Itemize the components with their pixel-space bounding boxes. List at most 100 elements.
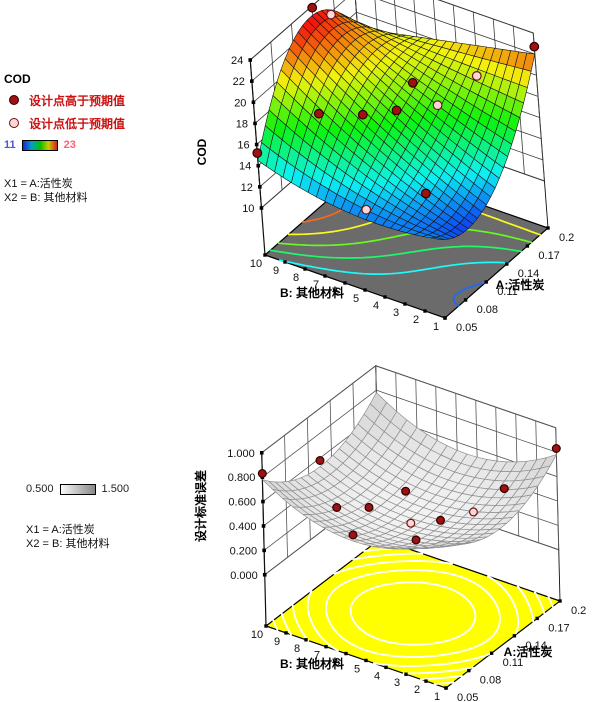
z-tick-label: 16: [237, 140, 249, 152]
b-tick-label: 5: [353, 293, 359, 305]
cod-legend: COD 设计点高于预期值 设计点低于预期值 11 23 X1 = A:活性炭 X…: [4, 72, 194, 205]
z-tick-label: 1.000: [227, 448, 255, 460]
b-tick-label: 8: [294, 643, 300, 655]
gray-gradient-bar-icon: [59, 483, 96, 495]
design-point-above: [391, 105, 402, 116]
b-tick-label: 9: [273, 265, 279, 277]
b-tick-label: 10: [250, 258, 262, 270]
b-tick-label: 9: [274, 636, 280, 648]
design-point-above: [357, 109, 368, 120]
grayscale-scale: 0.500 1.500: [26, 483, 216, 495]
stderr-surface-plot: 1.000 0.800 0.600 0.400 0.200 0.000 设计标准误差 10 9 8…: [193, 364, 586, 702]
color-scale: 11 23: [4, 139, 194, 151]
design-point-above: [421, 188, 431, 199]
a-tick-label: 0.17: [548, 622, 569, 634]
b-tick-label: 3: [394, 677, 400, 689]
cod-surface-plot: 24 22 20 18 16 14 12 10 COD 10 9 8 7 6 5 4 3 2 1 0.050.08 0.…: [195, 0, 574, 334]
design-point-above: [348, 530, 358, 540]
z-tick-label: 10: [242, 203, 254, 215]
b-tick-label: 7: [313, 279, 319, 291]
a-tick-label: 0.17: [538, 250, 559, 262]
a-tick-label: 0.08: [477, 304, 498, 316]
a-tick-label: 0.14: [525, 640, 546, 652]
legend-title: COD: [4, 72, 31, 86]
design-point-above: [332, 503, 342, 513]
b-axis-title: B: 其他材料: [280, 656, 344, 671]
b-tick-label: 1: [433, 321, 439, 333]
design-point-above: [314, 108, 324, 119]
design-point-below: [471, 70, 482, 81]
z-axis-title: COD: [195, 138, 209, 165]
z-tick-label: 0.400: [229, 521, 257, 533]
z-tick-label: 0.000: [230, 570, 258, 582]
design-point-below: [432, 100, 443, 111]
b-tick-label: 2: [414, 684, 420, 696]
a-tick-label: 0.08: [480, 675, 501, 687]
contour-line: [452, 281, 487, 307]
design-point-above: [436, 515, 446, 525]
b-tick-label: 7: [314, 650, 320, 662]
factor-definitions: X1 = A:活性炭 X2 = B: 其他材料: [4, 177, 194, 205]
stderr-legend: 0.500 1.500 X1 = A:活性炭 X2 = B: 其他材料: [26, 480, 216, 551]
rainbow-gradient-bar-icon: [21, 139, 58, 151]
b-tick-label: 5: [354, 663, 360, 675]
contour-line: [269, 245, 523, 259]
z-tick-label: 0.600: [228, 497, 256, 509]
legend-item-above: 设计点高于预期值: [4, 93, 194, 108]
design-point-above: [401, 486, 411, 496]
design-points: [252, 2, 540, 215]
a-tick-label: 0.2: [559, 232, 574, 244]
scale-max-value: 1.500: [101, 483, 130, 495]
factor-x2-label: X2 = B: 其他材料: [26, 538, 110, 550]
design-points: [257, 444, 561, 545]
z-tick-label: 22: [233, 76, 245, 88]
a-axis-title: A:活性炭: [496, 277, 545, 292]
b-axis-title: B: 其他材料: [280, 285, 344, 300]
factor-definitions: X1 = A:活性炭 X2 = B: 其他材料: [26, 523, 216, 551]
contour-line: [325, 569, 501, 658]
z-axis-title: 设计标准误差: [193, 470, 208, 542]
legend-below-label: 设计点低于预期值: [29, 116, 126, 131]
z-tick-label: 20: [234, 97, 246, 109]
b-tick-label: 4: [374, 670, 380, 682]
design-point-above: [529, 41, 540, 52]
b-tick-label: 6: [334, 657, 340, 669]
floor-axis-labels: 10 9 8 7 6 5 4 3 2 1 0.050.080.110.140.170.2 B: 其他材…: [251, 599, 586, 702]
a-tick-label: 0.05: [457, 692, 478, 702]
design-point-above: [407, 77, 418, 88]
scale-max-value: 23: [63, 139, 76, 151]
factor-x1-label: X1 = A:活性炭: [26, 524, 95, 536]
design-point-below-icon: [9, 118, 19, 128]
factor-x2-label: X2 = B: 其他材料: [4, 192, 88, 204]
z-tick-label: 12: [241, 182, 253, 194]
contour-line: [291, 552, 535, 675]
contour-line: [349, 581, 477, 646]
a-tick-label: 0.11: [497, 286, 518, 298]
z-tick-label: 18: [236, 118, 248, 130]
design-point-below: [468, 507, 478, 517]
design-point-above: [307, 2, 318, 13]
contour-line: [278, 259, 509, 275]
b-tick-label: 10: [251, 629, 263, 641]
b-tick-label: 1: [434, 691, 440, 702]
design-point-above: [499, 484, 509, 494]
design-point-above: [551, 444, 561, 454]
legend-above-label: 设计点高于预期值: [29, 93, 126, 108]
design-point-above: [364, 502, 374, 512]
scale-min-value: 11: [4, 139, 16, 151]
a-tick-label: 0.14: [518, 268, 539, 280]
z-tick-label: 24: [231, 55, 243, 67]
contour-floor: [264, 538, 562, 689]
b-tick-label: 4: [373, 300, 379, 312]
design-point-above-icon: [9, 95, 19, 105]
z-tick-label: 0.800: [228, 472, 256, 484]
b-tick-label: 3: [393, 307, 399, 319]
a-axis-title: A:活性炭: [504, 644, 553, 659]
design-point-above: [315, 456, 325, 466]
b-tick-label: 8: [293, 272, 299, 284]
b-tick-label: 6: [333, 286, 339, 298]
surface-mesh: [257, 9, 536, 240]
contour-line: [272, 542, 554, 685]
